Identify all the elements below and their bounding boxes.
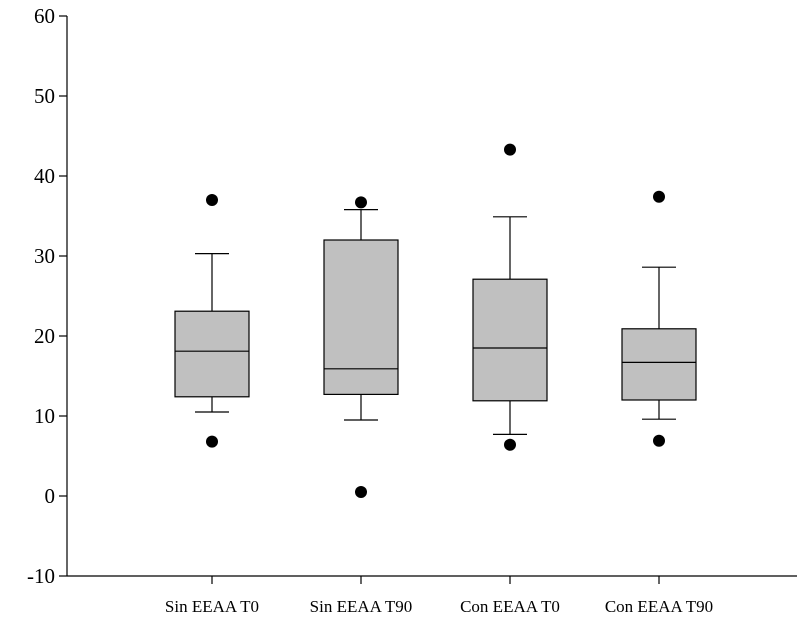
outlier-point	[504, 143, 516, 156]
box-iqr	[621, 328, 697, 401]
box-group	[621, 190, 697, 447]
y-tick-label: -10	[27, 564, 55, 588]
x-tick-label: Con EEAA T0	[460, 597, 560, 616]
x-axis: Sin EEAA T0 Sin EEAA T90 Con EEAA T0 Con EE…	[67, 575, 797, 616]
box-group	[174, 194, 250, 448]
y-tick-label: 40	[34, 164, 55, 188]
box-group	[323, 196, 399, 498]
outlier-point	[355, 486, 367, 498]
box-iqr	[323, 239, 399, 395]
x-tick-label: Con EEAA T90	[605, 597, 713, 616]
box-group	[472, 143, 548, 451]
box-iqr	[472, 278, 548, 402]
box-series	[174, 143, 697, 498]
x-tick-label: Sin EEAA T0	[165, 597, 259, 616]
outlier-point	[504, 438, 516, 451]
y-tick-label: 10	[34, 404, 55, 428]
y-tick-label: 20	[34, 324, 55, 348]
y-tick-label: 50	[34, 84, 55, 108]
y-tick-label: 60	[34, 4, 55, 28]
outlier-point	[355, 196, 367, 209]
y-tick-label: 0	[45, 484, 56, 508]
outlier-point	[206, 194, 218, 206]
x-tick-label: Sin EEAA T90	[310, 597, 413, 616]
outlier-point	[206, 435, 218, 448]
outlier-point	[653, 190, 665, 203]
outlier-point	[653, 434, 665, 447]
box-iqr	[174, 310, 250, 398]
y-tick-label: 30	[34, 244, 55, 268]
y-axis: -10 0 10 20 30 40 50 60	[27, 4, 68, 588]
